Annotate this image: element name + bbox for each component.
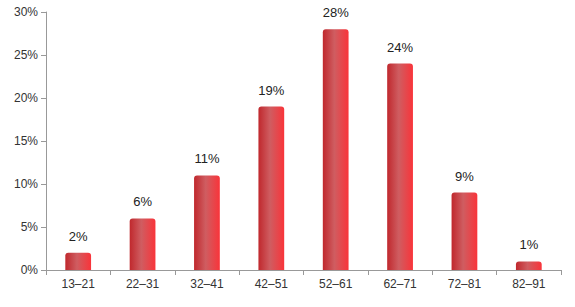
svg-text:62–71: 62–71	[383, 277, 417, 291]
svg-text:6%: 6%	[133, 194, 152, 209]
svg-text:13–21: 13–21	[62, 277, 96, 291]
svg-text:72–81: 72–81	[448, 277, 482, 291]
svg-text:24%: 24%	[387, 40, 413, 55]
svg-text:28%: 28%	[323, 5, 349, 20]
svg-text:32–41: 32–41	[190, 277, 224, 291]
svg-text:25%: 25%	[14, 48, 38, 62]
svg-text:22–31: 22–31	[126, 277, 160, 291]
svg-text:1%: 1%	[519, 237, 538, 252]
svg-text:2%: 2%	[69, 229, 88, 244]
svg-text:9%: 9%	[455, 169, 474, 184]
svg-text:82–91: 82–91	[512, 277, 546, 291]
svg-text:0%: 0%	[21, 263, 39, 277]
svg-text:10%: 10%	[14, 177, 38, 191]
svg-text:19%: 19%	[258, 83, 284, 98]
svg-text:20%: 20%	[14, 91, 38, 105]
svg-text:11%: 11%	[194, 151, 219, 166]
svg-text:15%: 15%	[14, 134, 38, 148]
svg-text:30%: 30%	[14, 5, 38, 19]
svg-text:52–61: 52–61	[319, 277, 353, 291]
svg-text:5%: 5%	[21, 220, 39, 234]
svg-text:42–51: 42–51	[255, 277, 289, 291]
